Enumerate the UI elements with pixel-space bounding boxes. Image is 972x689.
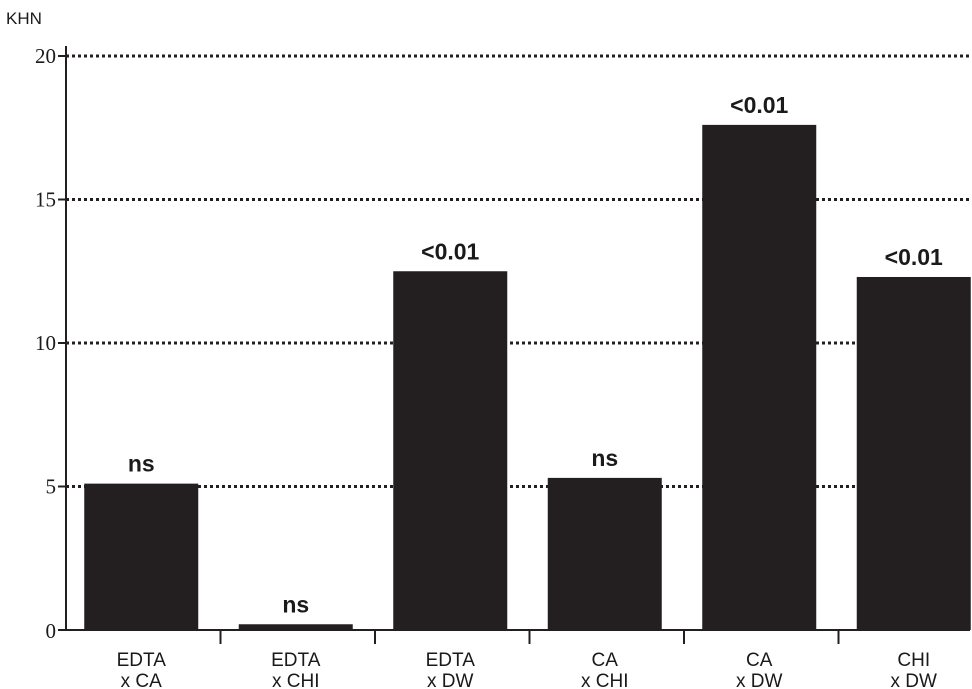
x-tick-label-6-line-2: x DW <box>891 671 938 689</box>
x-tick-label-2-line-1: EDTA <box>271 650 321 671</box>
x-tick-label-5-line-1: CA <box>746 650 773 671</box>
gridlines <box>66 54 970 488</box>
data-label-4: ns <box>591 445 618 471</box>
bar-2 <box>238 624 353 630</box>
bar-1 <box>84 483 199 630</box>
x-tick-label-4-line-1: CA <box>592 650 619 671</box>
x-tick-label-5-line-2: x DW <box>736 671 783 689</box>
data-label-3: <0.01 <box>421 238 479 264</box>
bar-4 <box>547 477 662 630</box>
x-tick-label-4-line-2: x CHI <box>581 671 629 689</box>
x-tick-label-3-line-1: EDTA <box>426 650 476 671</box>
axes <box>58 46 970 644</box>
x-tick-label-3-line-2: x DW <box>427 671 474 689</box>
data-label-2: ns <box>282 591 309 617</box>
data-label-1: ns <box>128 451 155 477</box>
y-tick-label-15: 15 <box>35 188 56 212</box>
data-label-5: <0.01 <box>730 92 788 118</box>
x-tick-label-2-line-2: x CHI <box>272 671 320 689</box>
y-tick-label-5: 5 <box>46 475 57 499</box>
bars <box>84 124 971 630</box>
y-axis-label: KHN <box>6 9 42 28</box>
bar-3 <box>393 271 508 630</box>
y-tick-label-20: 20 <box>35 44 56 68</box>
y-tick-label-10: 10 <box>35 331 56 355</box>
bar-5 <box>702 124 817 630</box>
x-tick-label-1-line-2: x CA <box>121 671 163 689</box>
y-tick-label-0: 0 <box>46 619 57 643</box>
bar-6 <box>856 276 971 630</box>
data-label-6: <0.01 <box>885 244 943 270</box>
x-tick-label-6-line-1: CHI <box>897 650 930 671</box>
x-tick-label-1-line-1: EDTA <box>117 650 167 671</box>
